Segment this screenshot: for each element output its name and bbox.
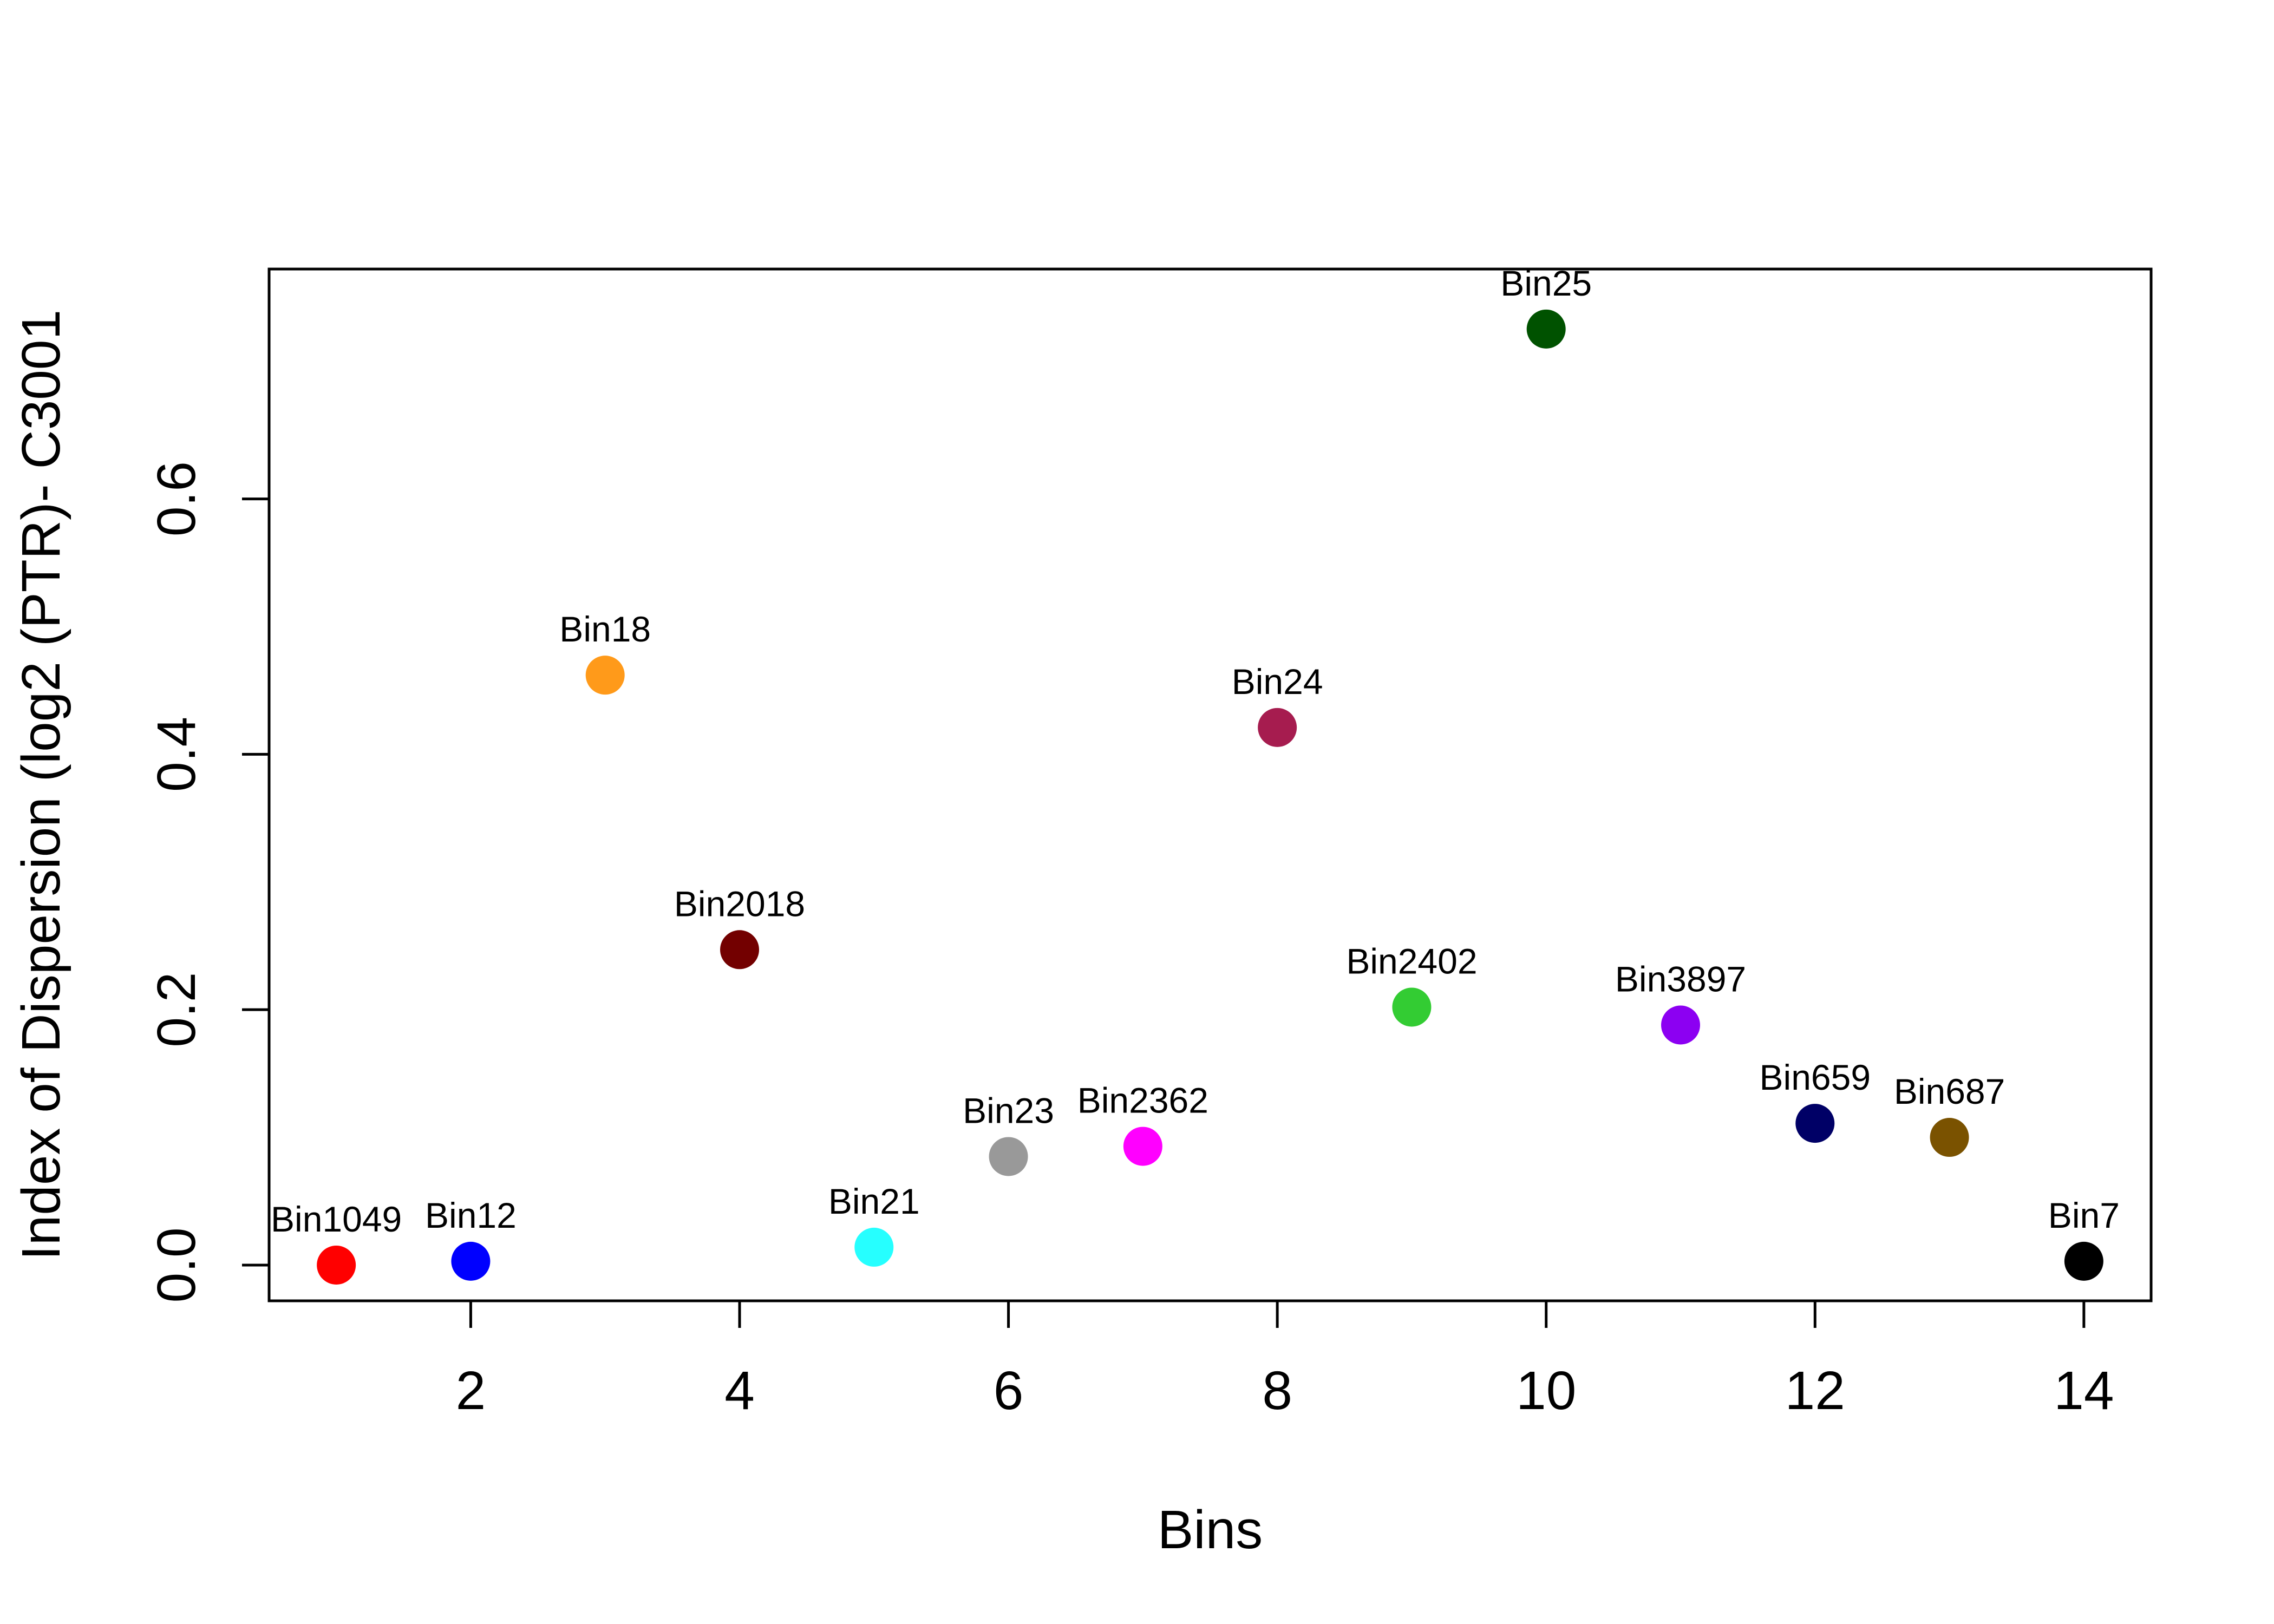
point-label: Bin18 xyxy=(559,609,651,649)
data-point xyxy=(1930,1118,1969,1157)
y-tick-label: 0.6 xyxy=(146,461,207,536)
y-tick-label: 0.0 xyxy=(146,1227,207,1302)
plot-box xyxy=(267,267,2153,1302)
data-points: Bin1049 Bin12 Bin18 Bin2018 Bin21 Bin23 Bin236… xyxy=(271,263,2120,1285)
point-label: Bin2402 xyxy=(1346,941,1477,981)
point-label: Bin21 xyxy=(828,1181,920,1221)
point-label: Bin24 xyxy=(1232,662,1323,702)
x-axis-title: Bins xyxy=(1158,1499,1263,1560)
point-label: Bin25 xyxy=(1500,263,1592,303)
point-label: Bin23 xyxy=(963,1090,1054,1130)
data-point xyxy=(989,1137,1028,1176)
data-point xyxy=(1392,987,1432,1027)
point-label: Bin659 xyxy=(1760,1057,1871,1097)
x-axis: 2 4 6 8 10 12 14 xyxy=(456,1299,2114,1421)
point-label: Bin687 xyxy=(1894,1071,2005,1111)
data-point xyxy=(1795,1104,1835,1143)
data-point xyxy=(1526,309,1566,349)
x-tick-label: 2 xyxy=(456,1360,486,1421)
x-tick-label: 8 xyxy=(1262,1360,1292,1421)
data-point xyxy=(1123,1127,1162,1166)
y-tick-label: 0.2 xyxy=(146,972,207,1047)
x-tick-label: 6 xyxy=(994,1360,1024,1421)
data-point xyxy=(2064,1241,2103,1281)
x-tick-label: 10 xyxy=(1516,1360,1576,1421)
x-tick-label: 4 xyxy=(724,1360,755,1421)
point-label: Bin2362 xyxy=(1077,1081,1208,1121)
data-point xyxy=(1661,1005,1700,1045)
x-tick-label: 14 xyxy=(2054,1360,2114,1421)
data-point xyxy=(585,656,625,695)
y-axis-title: Index of Dispersion (log2 (PTR)- C3001 xyxy=(11,310,71,1260)
data-point xyxy=(720,930,759,970)
data-point xyxy=(1258,708,1297,747)
data-point xyxy=(451,1241,491,1281)
point-label: Bin1049 xyxy=(271,1199,402,1239)
point-label: Bin12 xyxy=(425,1195,517,1235)
y-tick-label: 0.4 xyxy=(146,717,207,792)
point-label: Bin3897 xyxy=(1615,959,1746,999)
point-label: Bin7 xyxy=(2048,1195,2120,1235)
data-point xyxy=(317,1245,356,1285)
y-axis: 0.0 0.2 0.4 0.6 xyxy=(146,461,271,1302)
point-label: Bin2018 xyxy=(674,883,805,924)
data-point xyxy=(854,1227,894,1267)
x-tick-label: 12 xyxy=(1785,1360,1845,1421)
